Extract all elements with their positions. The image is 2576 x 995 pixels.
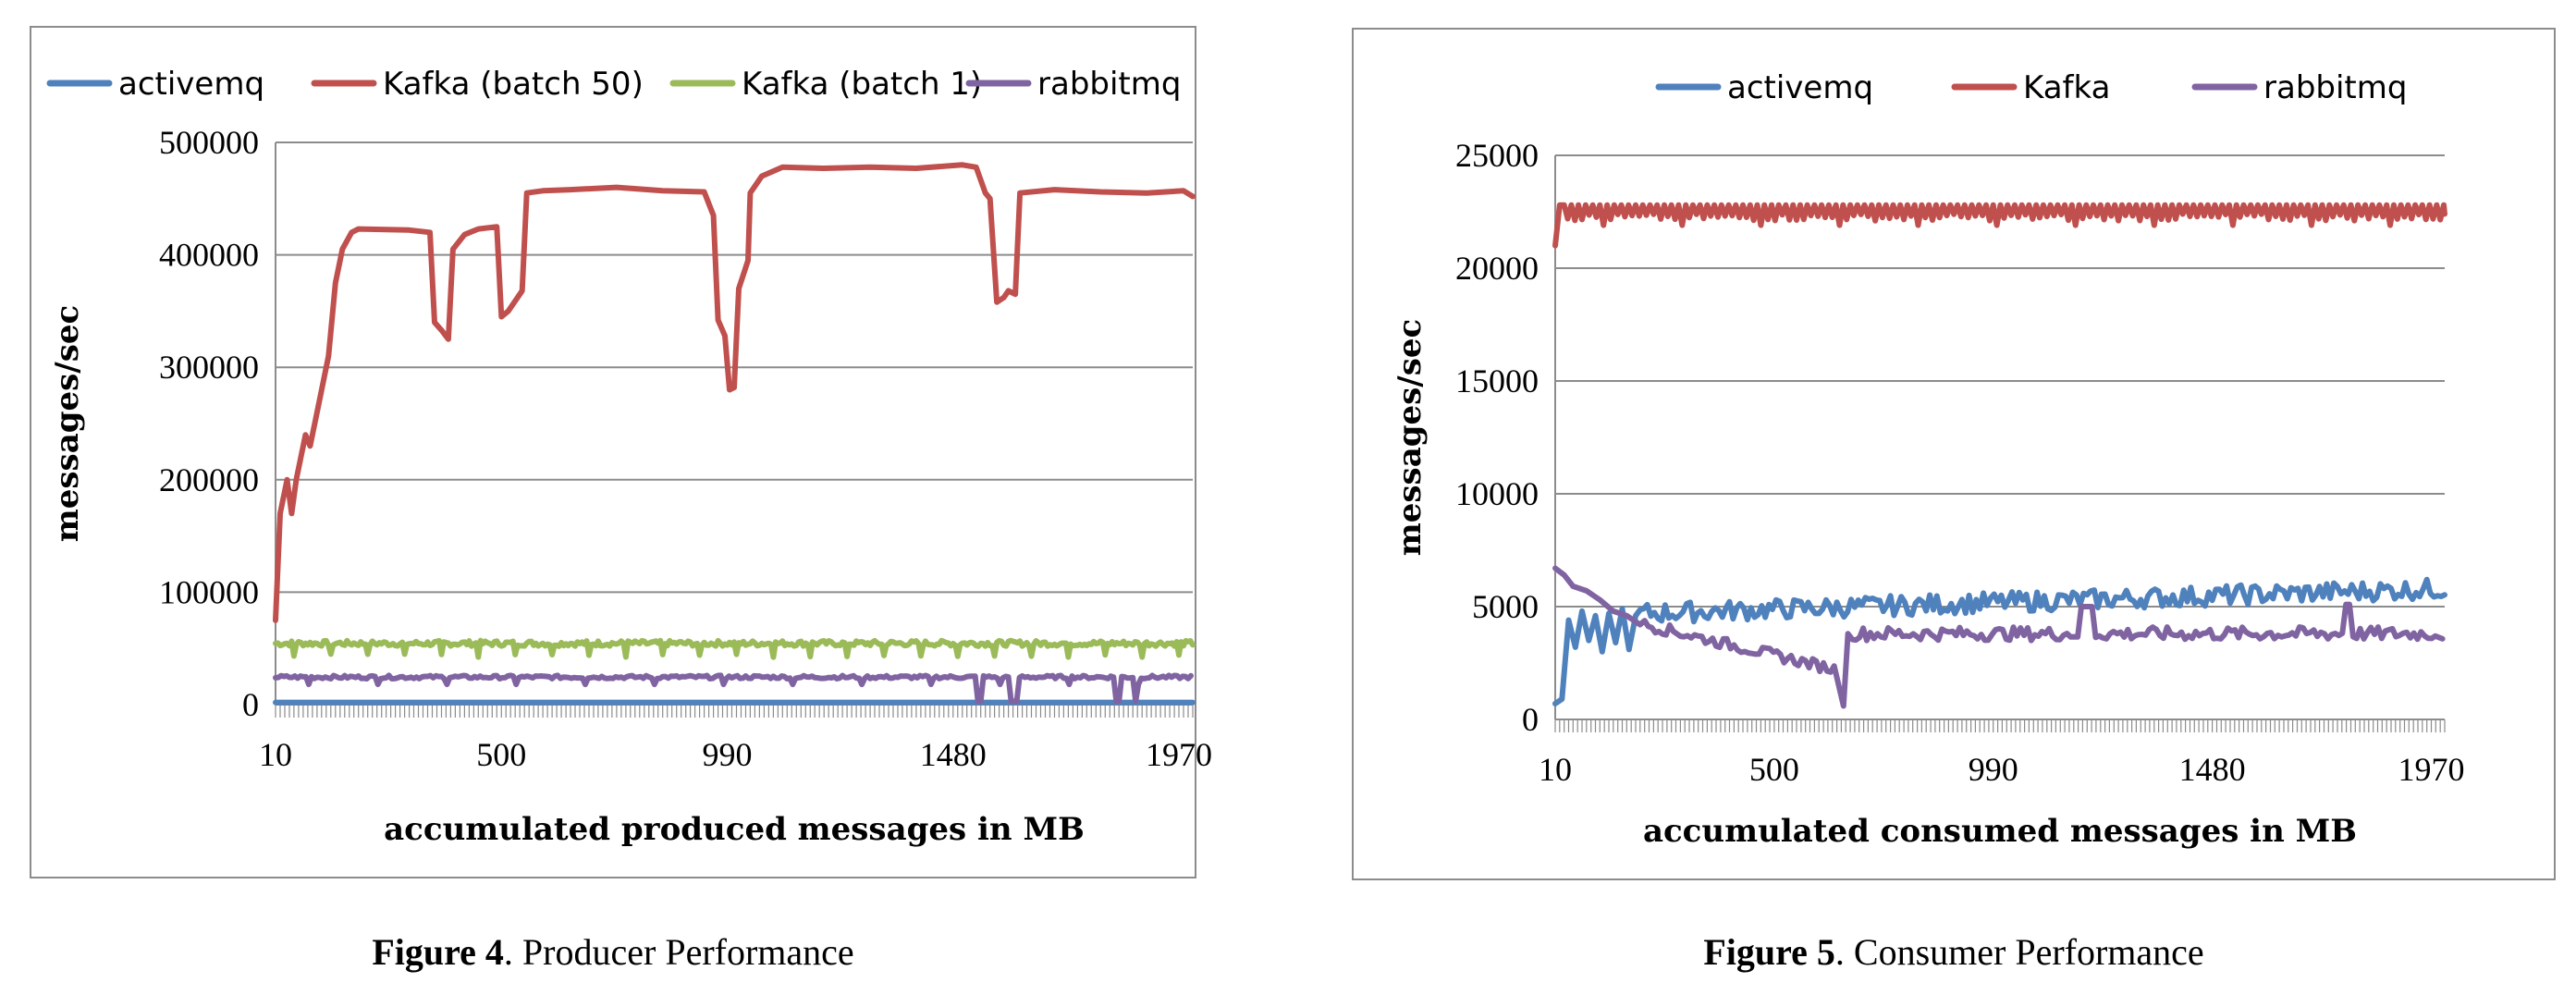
y-axis-title: messages/sec	[1392, 319, 1429, 556]
x-tick-label: 990	[703, 736, 753, 773]
legend-label: activemq	[1727, 69, 1873, 106]
x-tick-marks	[1554, 719, 2446, 732]
x-tick-label: 1480	[920, 736, 987, 773]
series-line-kafka-batch-1	[273, 637, 1196, 660]
producer-chart: 0 100000 200000 300000 400000 500000 10 500 990 1…	[46, 66, 1212, 848]
figure-4-text: . Producer Performance	[503, 931, 854, 973]
producer-chart-panel: 0 100000 200000 300000 400000 500000 10 500 990 1…	[30, 26, 1212, 878]
x-minor-ticks	[1554, 719, 2446, 732]
legend-item: activemq	[46, 66, 264, 103]
x-tick-label: 500	[476, 736, 526, 773]
consumer-chart-panel: 0 5000 10000 15000 20000 25000 10 500 990 1480 197…	[1352, 28, 2556, 880]
y-axis-title: messages/sec	[49, 305, 86, 542]
y-tick-label: 25000	[1455, 137, 1539, 174]
y-tick-label: 5000	[1472, 588, 1539, 625]
y-tick-label: 10000	[1455, 475, 1539, 512]
legend-label: Kafka (batch 1)	[742, 66, 982, 103]
legend-item: activemq	[1655, 69, 1873, 106]
legend-item: Kafka (batch 50)	[311, 66, 644, 103]
legend-item: Kafka (batch 1)	[669, 66, 982, 103]
x-tick-label: 990	[1969, 751, 2018, 788]
x-axis-title: accumulated consumed messages in MB	[1643, 813, 2357, 850]
figure-5-text: . Consumer Performance	[1834, 931, 2204, 973]
y-tick-label: 200000	[159, 461, 259, 498]
y-tick-label: 0	[1522, 701, 1539, 738]
x-tick-marks	[275, 705, 1194, 718]
figure-4-label: Figure 4	[372, 931, 504, 973]
figure-5-label: Figure 5	[1703, 931, 1835, 973]
x-tick-label: 1970	[2398, 751, 2464, 788]
series-line-rabbitmq	[273, 672, 1194, 705]
y-tick-label: 15000	[1455, 362, 1539, 399]
x-tick-label: 1480	[2179, 751, 2246, 788]
x-tick-label: 1970	[1146, 736, 1212, 773]
legend-item: rabbitmq	[2191, 69, 2407, 106]
series-line-kafka-batch-50	[273, 162, 1196, 623]
legend-label: Kafka (batch 50)	[383, 66, 644, 103]
legend-item: Kafka	[1951, 69, 2110, 106]
legend-item: rabbitmq	[965, 66, 1181, 103]
series-line-activemq	[1552, 576, 2447, 706]
y-tick-label: 400000	[159, 237, 259, 274]
y-tick-label: 100000	[159, 573, 259, 610]
legend-label: Kafka	[2023, 69, 2110, 106]
figure-4-caption: Figure 4. Producer Performance	[30, 925, 1196, 980]
consumer-chart: 0 5000 10000 15000 20000 25000 10 500 990 1480 197…	[1392, 69, 2464, 850]
x-tick-label: 10	[1539, 751, 1572, 788]
series-line-rabbitmq	[1552, 565, 2446, 709]
series-line-kafka	[1552, 202, 2447, 249]
y-tick-label: 300000	[159, 349, 259, 386]
y-tick-label: 500000	[159, 124, 259, 161]
figure-5-caption: Figure 5. Consumer Performance	[1352, 925, 2556, 980]
legend-label: rabbitmq	[2263, 69, 2407, 106]
y-tick-label: 20000	[1455, 250, 1539, 287]
x-axis-title: accumulated produced messages in MB	[384, 811, 1085, 848]
x-tick-label: 500	[1749, 751, 1799, 788]
y-tick-label: 0	[242, 686, 259, 723]
x-tick-label: 10	[259, 736, 292, 773]
x-minor-ticks	[275, 705, 1194, 718]
legend-label: activemq	[118, 66, 264, 103]
legend-label: rabbitmq	[1037, 66, 1181, 103]
